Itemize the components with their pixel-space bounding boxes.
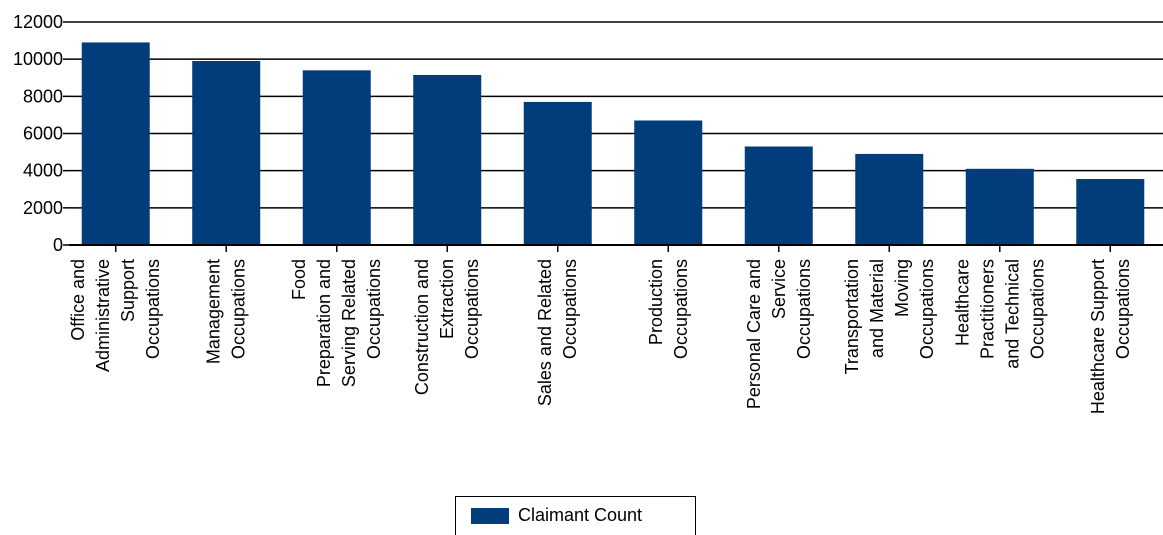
x-tick-label: Service xyxy=(769,259,789,319)
x-tick-label: Occupations xyxy=(1113,259,1133,359)
x-tick-label: Transportation xyxy=(842,259,862,374)
x-tick-label: Office and xyxy=(68,259,88,341)
x-tick-label: Moving xyxy=(892,259,912,317)
y-tick-label: 2000 xyxy=(23,198,63,218)
x-tick-label: Occupations xyxy=(794,259,814,359)
bar xyxy=(82,42,150,245)
x-tick-label: Occupations xyxy=(462,259,482,359)
x-tick-label: Occupations xyxy=(229,259,249,359)
y-tick-label: 12000 xyxy=(13,12,63,32)
bar xyxy=(1076,179,1144,245)
x-tick-label: Serving Related xyxy=(339,259,359,387)
x-tick-label: Extraction xyxy=(437,259,457,339)
x-tick-label: Construction and xyxy=(412,259,432,395)
x-tick-label: Production xyxy=(646,259,666,345)
x-tick-label: and Material xyxy=(867,259,887,358)
x-tick-label: Food xyxy=(289,259,309,300)
x-tick-label: Preparation and xyxy=(314,259,334,387)
y-tick-label: 6000 xyxy=(23,124,63,144)
y-tick-label: 0 xyxy=(53,235,63,255)
x-tick-label: Healthcare xyxy=(952,259,972,346)
bar xyxy=(745,147,813,245)
bar xyxy=(524,102,592,245)
x-axis-labels: Office and Administrative Support Occupatio… xyxy=(68,259,1133,414)
x-tick-label: Occupations xyxy=(917,259,937,359)
x-tick-label: Occupations xyxy=(143,259,163,359)
bar xyxy=(855,154,923,245)
x-axis-ticks xyxy=(116,245,1111,252)
legend-label: Claimant Count xyxy=(518,505,642,526)
x-tick-label: Occupations xyxy=(1027,259,1047,359)
y-axis-ticks: 0 2000 4000 6000 8000 10000 12000 xyxy=(13,12,69,255)
x-tick-label: Support xyxy=(118,259,138,322)
x-tick-label: Management xyxy=(204,259,224,364)
legend: Claimant Count xyxy=(455,496,696,535)
x-tick-label: Healthcare Support xyxy=(1088,259,1108,414)
bar xyxy=(966,169,1034,245)
x-tick-label: Administrative xyxy=(93,259,113,372)
x-tick-label: and Technical xyxy=(1002,259,1022,369)
x-tick-label: Occupations xyxy=(671,259,691,359)
y-tick-label: 4000 xyxy=(23,161,63,181)
bar xyxy=(192,61,260,245)
bar xyxy=(634,120,702,245)
legend-swatch xyxy=(471,508,509,524)
y-tick-label: 8000 xyxy=(23,86,63,106)
x-tick-label: Sales and Related xyxy=(535,259,555,406)
x-tick-label: Occupations xyxy=(560,259,580,359)
y-tick-label: 10000 xyxy=(13,49,63,69)
x-tick-label: Practitioners xyxy=(977,259,997,359)
x-tick-label: Occupations xyxy=(364,259,384,359)
x-tick-label: Personal Care and xyxy=(744,259,764,409)
bars xyxy=(82,42,1145,245)
bar xyxy=(303,70,371,245)
bar xyxy=(413,75,481,245)
